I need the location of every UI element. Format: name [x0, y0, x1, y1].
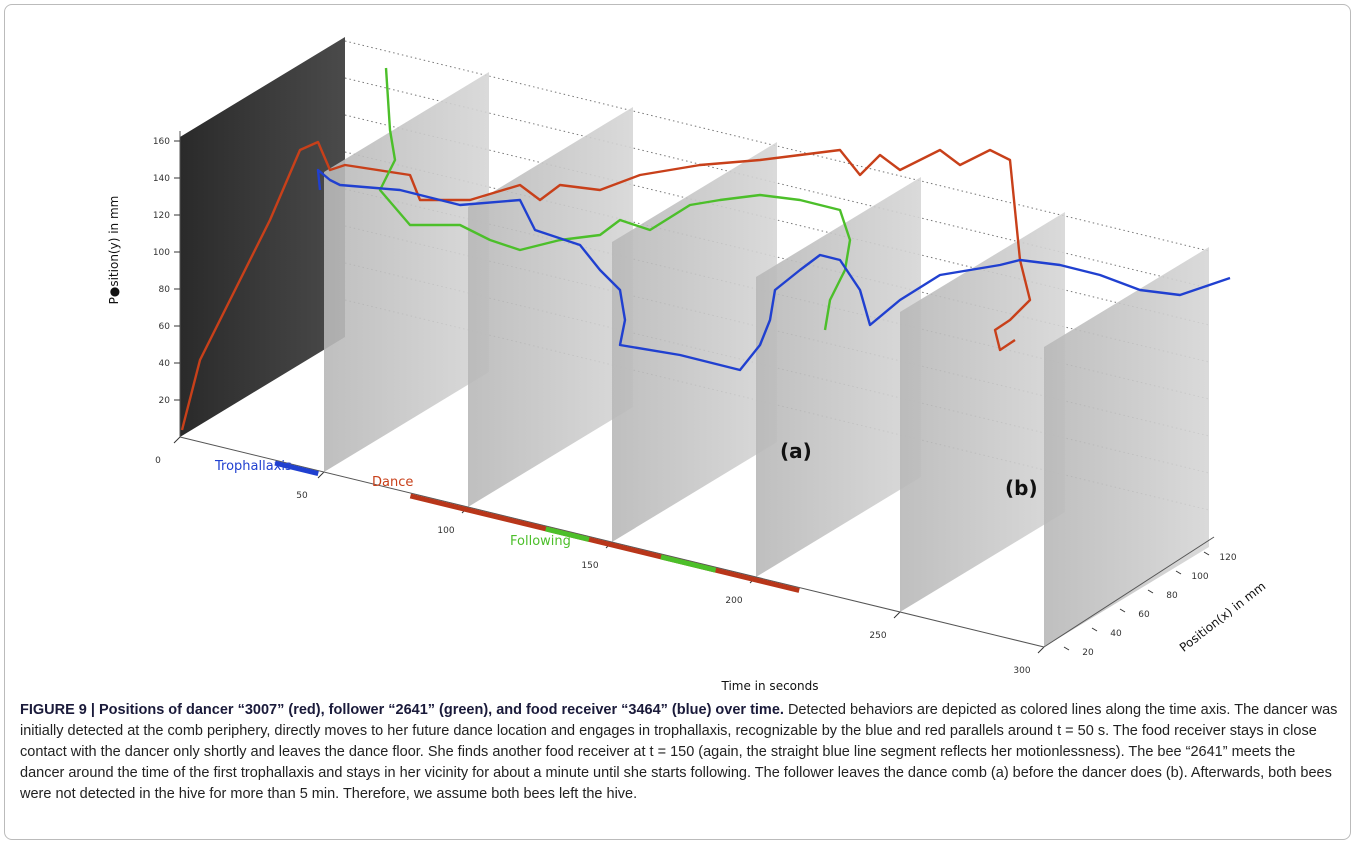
- behavior-label: Dance: [372, 475, 413, 490]
- time-tick-label: 300: [1013, 666, 1030, 676]
- annotation: (a): [780, 439, 812, 463]
- y-tick-label: 140: [153, 174, 170, 184]
- image-slice: [468, 107, 633, 507]
- figure-plot: 0 50 100 150 200 250 300 20 40 60 80 100 120 140 160 20…: [0, 0, 1357, 690]
- y-tick-label: 120: [153, 211, 170, 221]
- x-tick-label: 100: [1191, 572, 1208, 582]
- x-tick-label: 40: [1110, 629, 1122, 639]
- caption-label: FIGURE 9 |: [20, 702, 95, 718]
- behavior-bar: [661, 557, 716, 570]
- time-tick-label: 100: [437, 526, 454, 536]
- x-tick-label: 60: [1138, 610, 1150, 620]
- y-tick-label: 40: [159, 359, 171, 369]
- image-slice: [1044, 247, 1209, 647]
- x-axis-label: Position(x) in mm: [1177, 579, 1268, 655]
- behavior-bar: [410, 496, 799, 591]
- y-tick-label: 100: [153, 248, 170, 258]
- image-slice: [612, 142, 777, 542]
- time-axis-label: Time in seconds: [721, 679, 819, 690]
- x-tick: [1176, 571, 1181, 574]
- x-tick: [1092, 628, 1097, 631]
- y-axis-label: P●sition(y) in mm: [107, 196, 121, 305]
- image-slice: [324, 72, 489, 472]
- caption: FIGURE 9 | Positions of dancer “3007” (r…: [20, 700, 1338, 805]
- behavior-label: Trophallaxis: [214, 459, 292, 474]
- time-tick-label: 200: [725, 596, 742, 606]
- time-tick-label: 50: [296, 491, 308, 501]
- page: 0 50 100 150 200 250 300 20 40 60 80 100 120 140 160 20…: [0, 0, 1357, 848]
- time-tick-label: 250: [869, 631, 886, 641]
- x-tick-label: 80: [1166, 591, 1178, 601]
- y-tick-label: 80: [159, 285, 171, 295]
- time-tick: [174, 437, 180, 443]
- x-tick: [1148, 590, 1153, 593]
- time-tick: [894, 612, 900, 618]
- x-tick-label: 20: [1082, 648, 1094, 658]
- y-tick-label: 160: [153, 137, 170, 147]
- image-slice: [900, 212, 1065, 612]
- x-tick: [1204, 552, 1209, 555]
- image-slice: [756, 177, 921, 577]
- caption-title: Positions of dancer “3007” (red), follow…: [99, 702, 784, 718]
- time-tick-label: 150: [581, 561, 598, 571]
- x-tick: [1120, 609, 1125, 612]
- x-tick: [1064, 647, 1069, 650]
- time-tick-label: 0: [155, 456, 161, 466]
- y-tick-label: 60: [159, 322, 171, 332]
- x-tick-label: 120: [1219, 553, 1236, 563]
- time-tick: [1038, 647, 1044, 653]
- behavior-label: Following: [510, 534, 571, 549]
- annotation: (b): [1005, 476, 1038, 500]
- image-slices: [180, 37, 1209, 647]
- y-tick-label: 20: [159, 396, 171, 406]
- time-tick: [318, 472, 324, 478]
